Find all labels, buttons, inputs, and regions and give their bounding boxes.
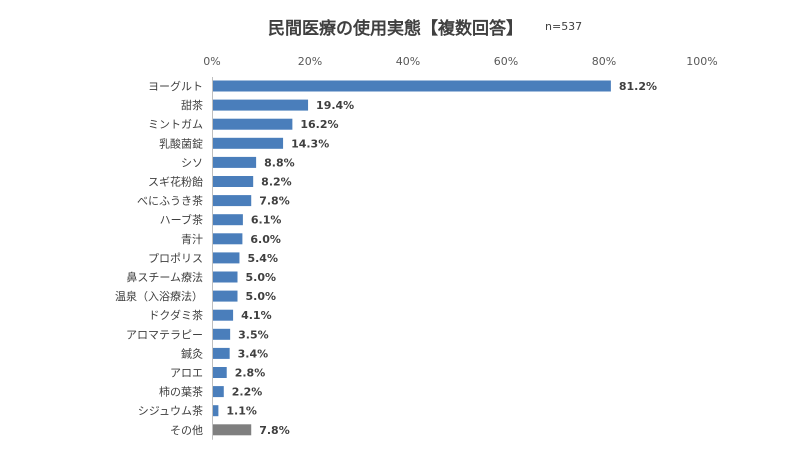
category-label: プロポリス <box>148 252 203 265</box>
sample-size-label: n=537 <box>545 20 583 33</box>
x-tick-label: 100% <box>686 55 717 68</box>
value-label: 2.2% <box>232 386 263 399</box>
value-label: 81.2% <box>619 80 657 93</box>
category-label: 鼻スチーム療法 <box>126 270 203 284</box>
bar <box>213 80 611 92</box>
value-label: 1.1% <box>226 405 257 418</box>
category-label: ドクダミ茶 <box>148 308 203 322</box>
bar <box>213 176 254 187</box>
bar <box>213 233 243 245</box>
chart-title: 民間医療の使用実態【複数回答】 <box>268 19 523 39</box>
bar <box>213 328 231 340</box>
category-label: ミントガム <box>148 118 203 131</box>
bar <box>213 156 257 168</box>
x-tick-label: 0% <box>203 55 220 68</box>
x-tick-label: 40% <box>396 55 420 68</box>
category-label: 柿の葉茶 <box>159 385 203 399</box>
value-label: 7.8% <box>259 424 290 437</box>
category-label: 鍼灸 <box>181 346 203 360</box>
x-tick-label: 60% <box>494 55 518 68</box>
chart-header: 民間医療の使用実態【複数回答】 n=537 <box>0 14 800 42</box>
value-label: 19.4% <box>316 99 354 112</box>
value-label: 7.8% <box>259 195 290 208</box>
value-label: 6.0% <box>250 233 281 246</box>
bar <box>213 309 234 321</box>
bar <box>213 424 252 436</box>
category-label: 温泉（入浴療法） <box>115 289 203 303</box>
category-label: その他 <box>170 424 203 437</box>
bar <box>213 137 284 149</box>
bar <box>213 214 243 226</box>
value-label: 5.4% <box>247 252 278 265</box>
value-label: 2.8% <box>235 367 266 380</box>
x-tick-label: 20% <box>298 55 322 68</box>
bar <box>213 118 293 130</box>
value-label: 8.8% <box>264 156 295 169</box>
value-label: 6.1% <box>251 214 282 227</box>
category-label: ヨーグルト <box>148 79 203 93</box>
bar <box>213 367 227 378</box>
category-label: 青汁 <box>181 233 203 246</box>
value-label: 14.3% <box>291 137 329 150</box>
category-label: 甜茶 <box>181 99 203 112</box>
value-label: 5.0% <box>246 271 277 284</box>
bar <box>213 347 230 359</box>
bar <box>213 271 238 283</box>
x-tick-label: 80% <box>592 55 616 68</box>
value-label: 3.5% <box>238 328 269 341</box>
bar <box>213 252 240 264</box>
bar <box>213 195 252 207</box>
bar <box>213 405 219 417</box>
bar <box>213 290 238 302</box>
category-label: ハーブ茶 <box>160 213 203 227</box>
value-label: 3.4% <box>238 347 269 360</box>
category-label: アロエ <box>170 367 203 380</box>
bar <box>213 99 309 111</box>
category-label: シソ <box>181 156 203 169</box>
category-label: シジュウム茶 <box>138 405 203 418</box>
category-label: スギ花粉飴 <box>148 175 203 189</box>
category-label: アロマテラピー <box>126 328 203 341</box>
bar <box>213 386 224 398</box>
category-label: べにふうき茶 <box>137 195 203 208</box>
value-label: 16.2% <box>300 118 338 131</box>
value-label: 8.2% <box>261 176 292 189</box>
category-label: 乳酸菌錠 <box>159 136 203 150</box>
value-label: 5.0% <box>246 290 277 303</box>
value-label: 4.1% <box>241 309 272 322</box>
